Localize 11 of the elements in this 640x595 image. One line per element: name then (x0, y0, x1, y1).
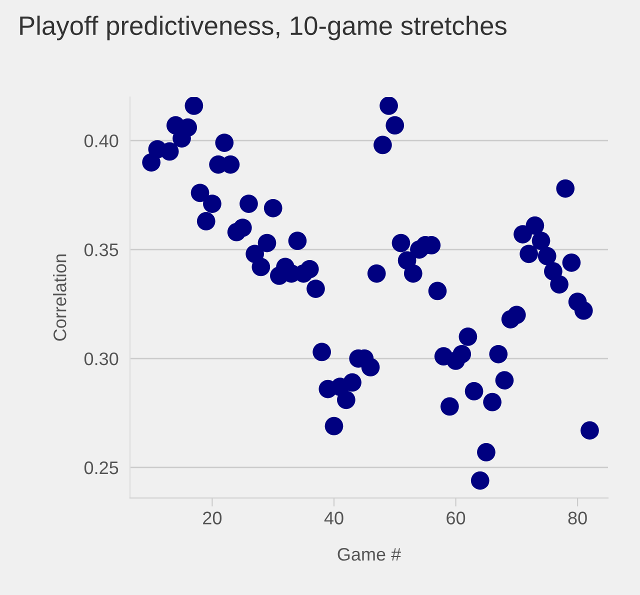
x-tick-label: 40 (324, 512, 344, 524)
x-axis-title: Game # (338, 548, 402, 561)
y-tick-label: 0.35 (84, 243, 118, 256)
chart-title: Playoff predictiveness, 10-game stretches (20, 16, 506, 40)
x-tick-label: 20 (203, 512, 222, 524)
y-tick-label: 0.40 (84, 134, 118, 148)
x-tick-label: 60 (446, 512, 466, 524)
x-tick-label: 80 (568, 512, 587, 524)
y-tick-label: 0.25 (84, 461, 118, 474)
y-axis-title: Correlation (53, 254, 66, 341)
y-tick-label: 0.30 (84, 352, 118, 366)
